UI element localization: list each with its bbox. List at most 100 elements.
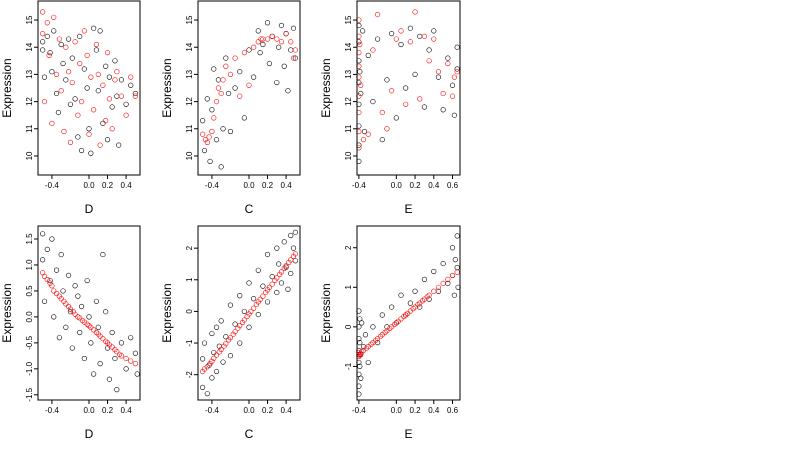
data-point [360,28,366,34]
data-point [410,306,416,312]
data-point [58,41,64,48]
plot-frame [37,0,141,176]
data-point [415,302,421,308]
data-point [44,276,50,283]
data-point [454,269,460,275]
plot-frame [356,225,461,401]
data-point [93,47,100,53]
data-point [58,88,64,94]
data-point [41,273,48,279]
data-point [213,98,220,105]
data-point [274,275,280,281]
y-tick-label: 10 [344,151,353,160]
series-black [40,231,140,393]
data-point [232,85,238,91]
data-point [207,158,213,165]
data-point [274,245,280,251]
data-point [359,320,365,326]
data-point [276,261,282,267]
data-point [257,50,263,56]
x-tick-label: 0.4 [121,181,133,190]
data-point [232,55,238,61]
x-tick-label: 0.4 [121,406,133,415]
x-tick-label: 0.4 [281,406,293,415]
data-point [40,9,46,15]
data-point [227,335,234,341]
data-point [86,323,92,329]
data-point [103,118,109,124]
data-point [51,288,57,294]
data-point [357,340,363,346]
data-point [88,324,94,330]
data-point [398,41,404,48]
scatter-panel-4: -0.4 0.0 0.2 0.4 -1.5 -1.0 -0.5 0.0 0.5 1.0 1.5 D Ex… [0,225,141,441]
data-point [114,349,120,355]
data-point [118,340,125,346]
data-point [407,25,413,31]
data-point [421,276,428,282]
data-point [97,361,103,367]
data-point [93,329,100,336]
data-point [61,128,67,135]
data-point [200,131,206,137]
data-point [451,74,457,80]
data-point [60,60,66,67]
data-point [363,345,369,351]
data-point [358,82,364,88]
y-tick-label: 12 [185,97,194,106]
data-point [255,267,261,273]
y-tick-label: 10 [25,151,34,160]
data-point [241,308,247,315]
data-point [44,33,50,39]
data-point [278,269,285,275]
x-tick-label: 0.6 [447,406,459,415]
data-point [393,320,399,326]
x-tick-label: -0.4 [45,406,59,415]
data-point [215,77,221,83]
data-point [40,31,46,37]
data-point [391,321,398,328]
y-tick-label: 15 [25,15,34,24]
data-point [67,309,74,315]
x-axis-label: C [245,427,254,441]
data-point [49,120,55,126]
data-point [53,71,60,78]
data-point [379,137,385,143]
x-tick-label: 0.0 [391,181,403,190]
data-point [407,308,413,314]
data-point [226,90,232,97]
x-tick-label: 0.2 [409,181,421,190]
data-point [417,33,423,39]
data-point [114,387,120,393]
data-point [288,270,294,277]
data-point [445,60,451,67]
data-point [232,321,238,327]
data-point [292,55,298,61]
data-point [65,303,72,310]
data-point [365,359,371,366]
data-point [93,41,100,48]
data-point [401,313,407,320]
data-point [41,74,48,80]
data-point [72,283,78,289]
x-axis-label: D [85,427,94,441]
data-point [79,317,86,324]
data-point [58,296,64,302]
data-point [218,164,224,170]
data-point [211,355,217,361]
y-tick-label: 0 [185,309,194,314]
data-point [403,312,409,318]
data-point [412,71,418,78]
data-point [112,77,118,83]
data-point [248,308,254,315]
data-point [84,85,90,91]
data-point [251,74,257,80]
data-point [393,115,399,121]
series-red [200,31,298,145]
data-point [91,327,97,333]
data-point [288,39,294,45]
data-point [75,112,81,118]
data-point [51,28,57,34]
data-point [269,33,275,39]
data-point [209,107,215,113]
